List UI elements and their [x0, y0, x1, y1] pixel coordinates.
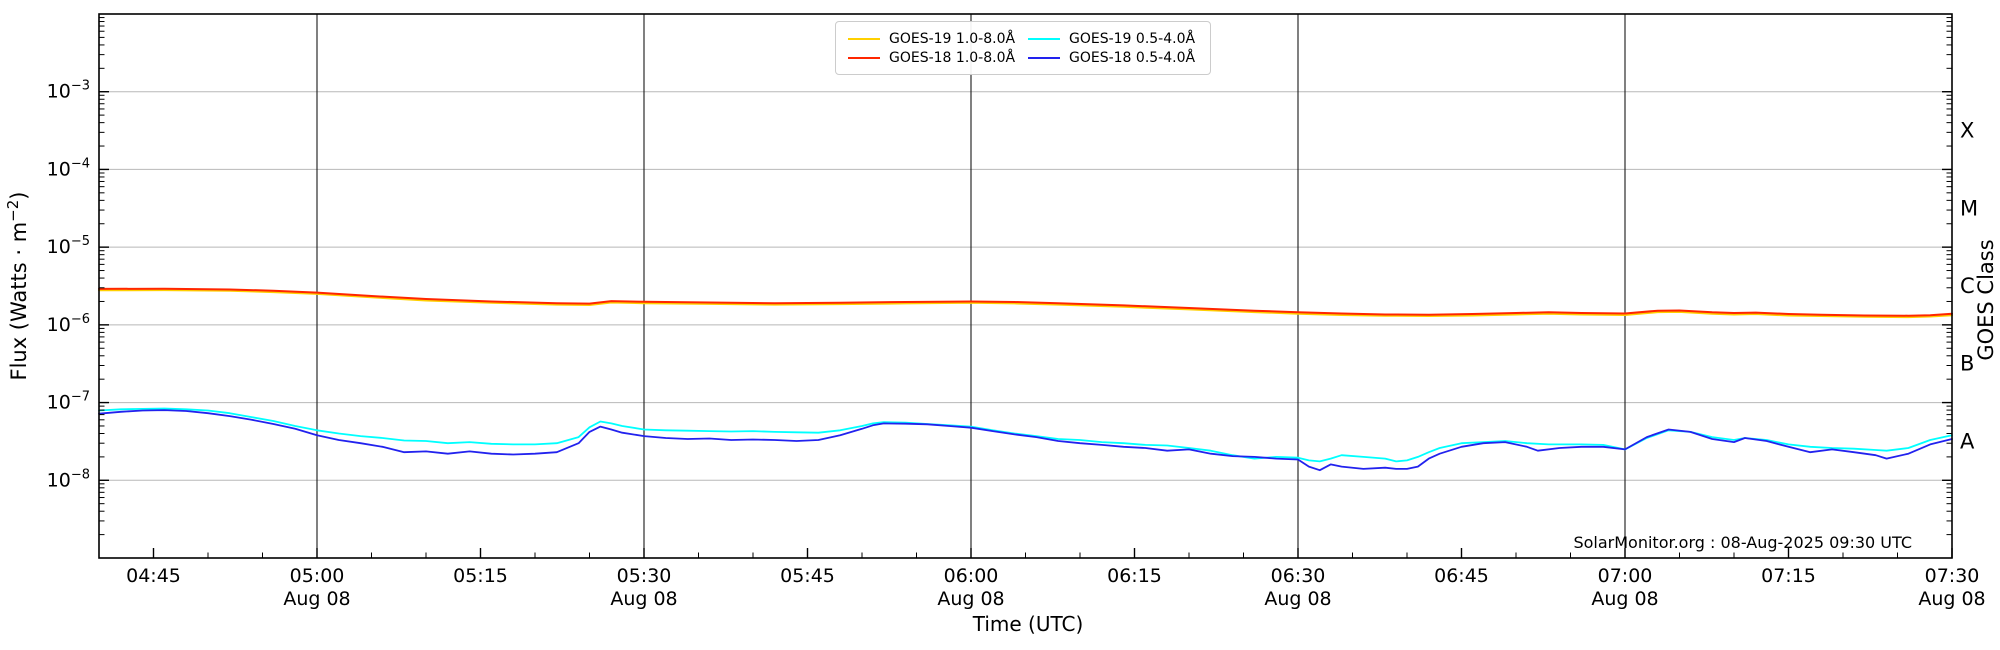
goes-class-label-m: M	[1960, 196, 1978, 220]
y-tick-label: 10−7	[47, 390, 90, 414]
x-tick-date-label: Aug 08	[283, 588, 350, 610]
legend-line-swatch	[1028, 37, 1060, 40]
legend-entry-label: GOES-19 1.0-8.0Å	[889, 30, 1016, 47]
legend-entry-label: GOES-19 0.5-4.0Å	[1069, 30, 1196, 47]
legend-line-swatch	[1028, 56, 1060, 59]
x-tick-label: 07:30	[1925, 565, 1980, 587]
y-tick-label: 10−5	[47, 234, 90, 258]
legend-item: GOES-19 1.0-8.0Å	[848, 32, 1018, 46]
series-line-3	[98, 409, 1953, 472]
y-axis-label: Flux (Watts · m−2)	[4, 191, 31, 380]
legend-line-swatch	[848, 37, 880, 40]
y-tick-label: 10−4	[47, 156, 90, 180]
x-tick-label: 05:15	[453, 565, 508, 587]
x-tick-date-label: Aug 08	[1264, 588, 1331, 610]
legend-entry-label: GOES-18 1.0-8.0Å	[889, 49, 1016, 66]
plot-frame	[98, 13, 1953, 559]
legend: GOES-19 1.0-8.0Å GOES-19 0.5-4.0Å GOES-18 …	[835, 21, 1211, 75]
x-tick-label: 05:45	[780, 565, 835, 587]
x-tick-label: 06:15	[1107, 565, 1162, 587]
y-tick-label: 10−3	[47, 79, 90, 103]
y-axis-label-suffix: )	[7, 191, 31, 199]
legend-entry-label: GOES-18 0.5-4.0Å	[1069, 49, 1196, 66]
y-tick-label: 10−6	[47, 312, 90, 336]
x-tick-label: 04:45	[126, 565, 181, 587]
x-axis-label: Time (UTC)	[972, 612, 1084, 636]
legend-item: GOES-18 1.0-8.0Å	[848, 51, 1018, 65]
right-axis-label: GOES Class	[1974, 239, 1998, 360]
x-tick-label: 06:00	[944, 565, 999, 587]
goes-class-label-a: A	[1960, 429, 1975, 453]
x-tick-label: 07:15	[1761, 565, 1816, 587]
x-tick-date-label: Aug 08	[1591, 588, 1658, 610]
goes-class-label-x: X	[1960, 119, 1974, 143]
goes-class-label-c: C	[1960, 274, 1975, 298]
x-tick-label: 05:00	[290, 565, 345, 587]
legend-item: GOES-19 0.5-4.0Å	[1028, 32, 1198, 46]
x-tick-date-label: Aug 08	[1918, 588, 1985, 610]
x-tick-label: 06:30	[1271, 565, 1326, 587]
y-tick-label: 10−8	[47, 467, 90, 491]
x-tick-label: 06:45	[1434, 565, 1489, 587]
series-line-0	[98, 289, 1953, 319]
series-line-1	[98, 287, 1953, 317]
watermark: SolarMonitor.org : 08-Aug-2025 09:30 UTC	[1573, 533, 1912, 552]
legend-item: GOES-18 0.5-4.0Å	[1028, 51, 1198, 65]
goes-class-label-b: B	[1960, 352, 1974, 376]
y-axis-label-superscript: −2	[4, 200, 22, 222]
x-tick-date-label: Aug 08	[937, 588, 1004, 610]
x-tick-label: 07:00	[1598, 565, 1653, 587]
x-tick-label: 05:30	[617, 565, 672, 587]
legend-line-swatch	[848, 56, 880, 59]
x-tick-date-label: Aug 08	[610, 588, 677, 610]
y-axis-label-prefix: Flux (Watts · m	[7, 222, 31, 381]
